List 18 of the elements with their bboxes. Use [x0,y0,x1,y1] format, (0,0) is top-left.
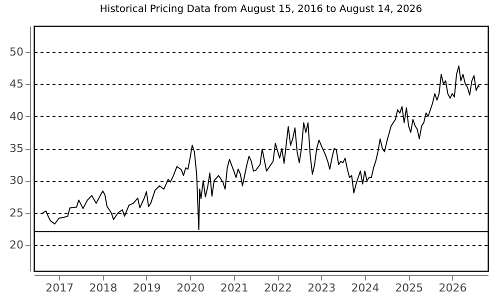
chart-title: Historical Pricing Data from August 15, 2016 to August 14, 2026 [100,4,422,15]
x-tick-label: 2025 [395,282,424,294]
y-tick-label: 40 [10,110,24,123]
y-tick-label: 25 [10,206,24,220]
x-tick-label: 2020 [176,282,205,294]
y-tick-label: 30 [10,174,24,188]
y-tick-label: 45 [10,78,24,91]
x-tick-label: 2022 [264,282,292,294]
y-tick-label: 50 [10,45,24,58]
x-tick-label: 2023 [308,282,336,294]
x-tick-label: 2021 [220,282,248,294]
x-tick-label: 2019 [132,282,161,294]
y-tick-label: 35 [10,142,24,155]
x-tick-label: 2024 [351,282,380,294]
x-tick-label: 2017 [46,282,74,294]
x-tick-label: 2018 [89,282,118,294]
y-tick-label: 20 [10,238,24,252]
x-tick-label: 2026 [438,282,467,294]
